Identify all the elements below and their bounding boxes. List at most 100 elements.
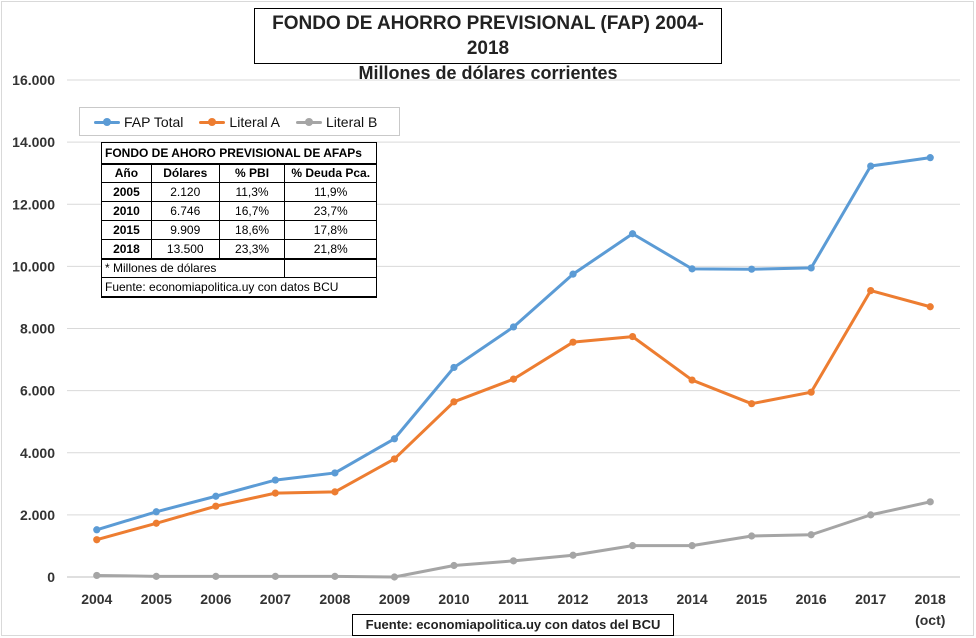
x-tick-label: 2014 [677, 591, 708, 607]
data-point-literal-b [509, 557, 518, 565]
x-tick-label: 2007 [260, 591, 291, 607]
table-source: Fuente: economiapolitica.uy con datos BC… [101, 277, 377, 298]
data-point-fap-total [748, 265, 756, 273]
data-point-fap-total [926, 154, 934, 162]
data-point-literal-b [569, 551, 577, 559]
x-tick-label: 2010 [438, 591, 469, 607]
legend-label-literal-a: Literal A [229, 113, 281, 130]
table-cell: 2018 [101, 239, 152, 259]
data-point-literal-b [628, 542, 637, 550]
y-tick-label: 6.000 [20, 383, 55, 399]
data-point-fap-total [807, 264, 815, 272]
data-point-literal-b [748, 532, 756, 540]
data-point-fap-total [628, 230, 637, 238]
data-point-fap-total [569, 270, 577, 278]
data-point-fap-total [867, 162, 875, 170]
afap-summary-table: FONDO DE AHORO PREVISIONAL DE AFAPs Año … [100, 142, 377, 298]
data-point-fap-total [93, 526, 101, 534]
chart-subtitle: Millones de dólares corrientes [358, 63, 618, 83]
data-point-literal-b [867, 511, 875, 519]
table-row: 2005 2.120 11,3% 11,9% [101, 182, 377, 202]
x-tick-sublabel: (oct) [915, 612, 945, 628]
table-cell: 2015 [101, 220, 152, 240]
data-point-fap-total [509, 323, 518, 331]
x-tick-label: 2006 [200, 591, 231, 607]
legend-label-literal-b: Literal B [326, 113, 378, 130]
data-point-fap-total [450, 363, 458, 372]
y-tick-label: 16.000 [12, 72, 55, 88]
table-header-debt: % Deuda Pca. [284, 163, 377, 183]
data-point-literal-a [867, 287, 875, 295]
data-point-fap-total [271, 476, 279, 484]
data-point-literal-a [569, 338, 577, 346]
data-point-fap-total [688, 265, 696, 273]
data-point-literal-a [271, 489, 279, 497]
x-tick-label: 2011 [498, 591, 529, 607]
table-cell: 2005 [101, 182, 152, 202]
y-tick-label: 4.000 [20, 445, 55, 461]
x-axis-ticks: 2004 2005 2006 2007 2008 2009 2010 2011 2012 2013… [81, 591, 946, 628]
data-point-literal-a [807, 388, 815, 396]
table-header-dollars: Dólares [150, 163, 220, 183]
data-point-fap-total [390, 435, 399, 443]
data-point-literal-b [212, 572, 220, 580]
y-axis-ticks: 0 2.000 4.000 6.000 8.000 10.000 12.000 14.000 1… [12, 72, 55, 585]
data-point-literal-b [450, 561, 458, 570]
y-tick-label: 12.000 [12, 196, 55, 212]
data-point-literal-a [628, 332, 637, 341]
x-tick-label: 2009 [379, 591, 410, 607]
data-point-literal-a [212, 502, 220, 510]
table-header-year: Año [101, 163, 152, 183]
table-row: 2018 13.500 23,3% 21,8% [101, 239, 377, 259]
table-note-blank [284, 257, 377, 278]
y-tick-label: 14.000 [12, 134, 55, 150]
data-point-literal-a [152, 519, 160, 527]
legend-swatch-fap-total [94, 117, 120, 127]
table-note: * Millones de dólares [100, 257, 285, 278]
table-cell: 11,3% [218, 182, 286, 202]
table-row: 2015 9.909 18,6% 17,8% [101, 220, 377, 240]
data-point-literal-b [807, 531, 815, 539]
data-point-literal-b [271, 572, 279, 580]
table-cell: 21,8% [284, 239, 377, 259]
table-cell: 2010 [101, 201, 152, 221]
legend-swatch-literal-a [199, 117, 226, 127]
chart-title-box: FONDO DE AHORRO PREVISIONAL (FAP) 2004-2… [254, 8, 722, 83]
y-tick-label: 8.000 [20, 321, 55, 337]
table-cell: 16,7% [218, 201, 286, 221]
x-tick-label: 2015 [736, 591, 767, 607]
x-tick-label: 2017 [855, 591, 886, 607]
y-tick-label: 10.000 [12, 258, 55, 274]
series-line-literal-b [96, 500, 931, 579]
x-tick-label: 2018 [915, 591, 946, 607]
chart-title: FONDO DE AHORRO PREVISIONAL (FAP) 2004-2… [272, 13, 704, 59]
legend-item-literal-b: Literal B [296, 114, 377, 130]
table-cell: 18,6% [218, 220, 286, 240]
table-header-pbi: % PBI [218, 163, 286, 183]
data-point-literal-b [93, 571, 101, 580]
data-point-fap-total [152, 508, 160, 516]
legend: FAP Total Literal A Literal B [79, 107, 400, 136]
y-tick-label: 2.000 [20, 507, 55, 523]
source-note: Fuente: economiapolitica.uy con datos de… [352, 614, 674, 636]
table-caption: FONDO DE AHORO PREVISIONAL DE AFAPs [101, 142, 377, 165]
x-tick-label: 2004 [81, 591, 112, 607]
legend-item-fap-total: FAP Total [94, 114, 183, 130]
data-point-literal-a [390, 455, 399, 463]
data-point-literal-b [390, 573, 399, 581]
data-point-literal-b [152, 572, 160, 580]
data-point-literal-a [926, 303, 934, 311]
table-cell: 9.909 [150, 220, 220, 240]
table-cell: 13.500 [150, 239, 220, 259]
table-cell: 11,9% [284, 182, 377, 202]
data-point-literal-a [450, 398, 458, 406]
x-tick-label: 2005 [141, 591, 172, 607]
data-point-literal-a [688, 376, 696, 384]
data-point-literal-b [926, 498, 934, 506]
series-lines [93, 154, 934, 581]
table-cell: 17,8% [284, 220, 377, 240]
